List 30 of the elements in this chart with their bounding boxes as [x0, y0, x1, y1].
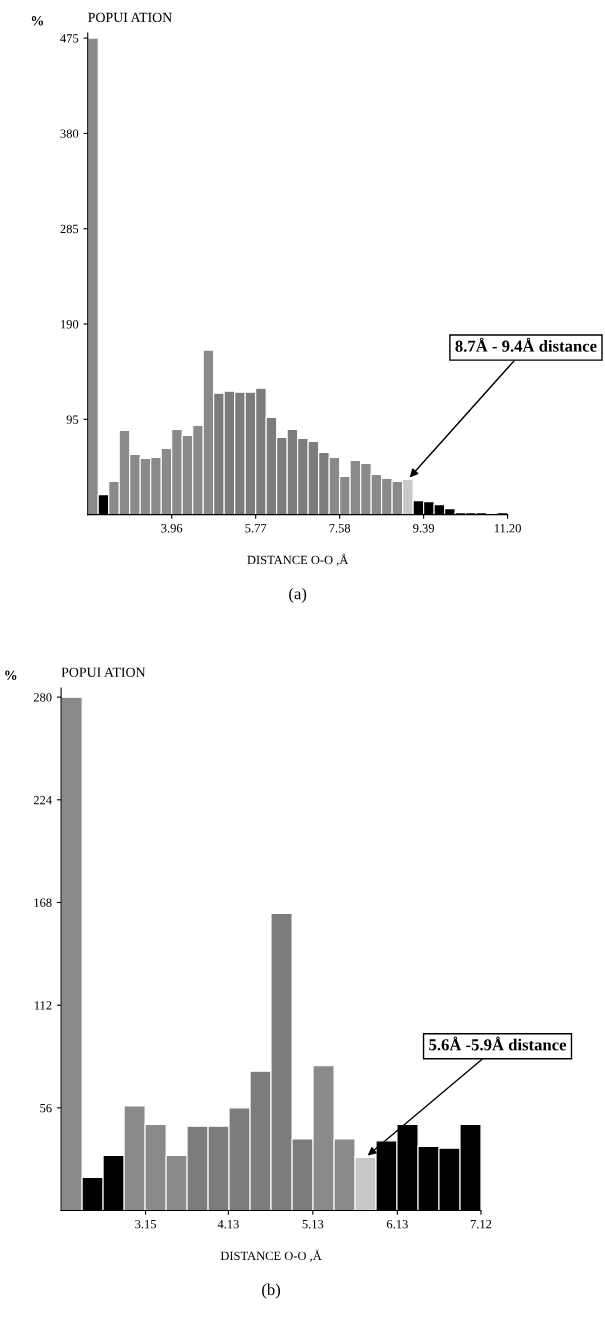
x-tick-label: 7.12	[470, 1219, 492, 1229]
annotation: 8.7Å - 9.4Å distance	[455, 337, 597, 352]
y-tick-label: 380	[60, 129, 79, 138]
chart-title: POPUI ATION	[61, 667, 146, 677]
x-tick-label: 5.77	[245, 524, 267, 533]
y-tick-label: 285	[60, 224, 79, 234]
x-tick-label: 11.20	[494, 524, 521, 533]
x-tick-label: 5.13	[302, 1219, 324, 1229]
x-tick-label: 6.13	[386, 1219, 408, 1229]
x-tick-label: 7.58	[329, 524, 351, 533]
y-tick-label: 168	[34, 898, 52, 907]
chart-title: POPUI ATION	[88, 12, 172, 23]
x-tick-label: 3.15	[135, 1219, 157, 1229]
y-tick-label: 475	[60, 34, 79, 43]
y-tick-label: 95	[66, 415, 79, 424]
y-tick-label: 56	[40, 1103, 52, 1113]
y-tick-label: 190	[61, 320, 79, 329]
text: (b)	[262, 1283, 281, 1299]
y-tick-label: 280	[33, 693, 52, 702]
x-axis-title: DISTANCE O-O ,Å	[220, 1249, 322, 1262]
annotation: 5.6Å -5.9Å distance	[429, 1036, 567, 1051]
y-tick-label: 112	[34, 1001, 52, 1010]
y-axis-title: %	[31, 16, 43, 26]
x-axis-title: DISTANCE O-O ,Å	[247, 553, 349, 566]
x-tick-label: 9.39	[413, 524, 435, 533]
x-tick-label: 3.96	[161, 524, 183, 533]
y-axis-title: %	[5, 670, 17, 680]
y-tick-label: 224	[33, 795, 52, 805]
x-tick-label: 4.13	[217, 1219, 239, 1229]
text: (a)	[289, 587, 307, 603]
